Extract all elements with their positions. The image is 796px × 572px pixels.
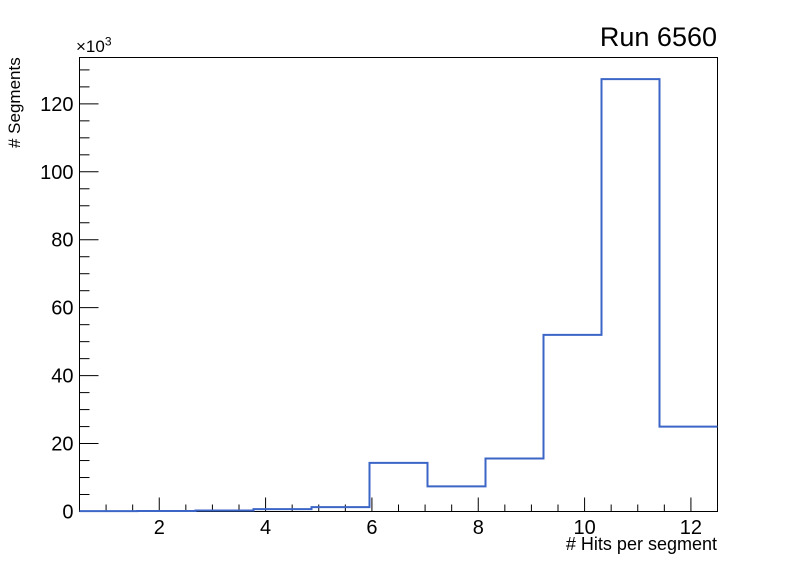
y-axis-ticks: 0 20 40 60 80 100 120: [40, 69, 99, 524]
y-axis-power-label: ×103: [76, 34, 112, 57]
y-tick-label: 120: [40, 94, 73, 116]
y-tick-label: 20: [51, 434, 73, 456]
y-tick-label: 80: [51, 230, 73, 252]
x-axis-ticks: 2 4 6 8 10 12: [105, 497, 702, 539]
x-tick-label: 8: [473, 517, 484, 539]
plot-frame: [79, 57, 718, 512]
y-tick-label: 60: [51, 298, 73, 320]
y-tick-label: 100: [40, 162, 73, 184]
y-axis-title: # Segments: [5, 57, 24, 148]
x-tick-label: 4: [260, 517, 271, 539]
x-axis-title: # Hits per segment: [565, 534, 717, 554]
x-tick-label: 2: [154, 517, 165, 539]
y-tick-label: 0: [62, 502, 73, 524]
power-exponent: 3: [104, 34, 112, 49]
y-tick-label: 40: [51, 366, 73, 388]
power-base: ×10: [76, 37, 105, 56]
x-tick-label: 12: [680, 517, 702, 539]
histogram-line: [79, 78, 718, 513]
x-tick-label: 6: [366, 517, 377, 539]
x-tick-label: 10: [573, 517, 595, 539]
plot-title: Run 6560: [599, 22, 717, 52]
